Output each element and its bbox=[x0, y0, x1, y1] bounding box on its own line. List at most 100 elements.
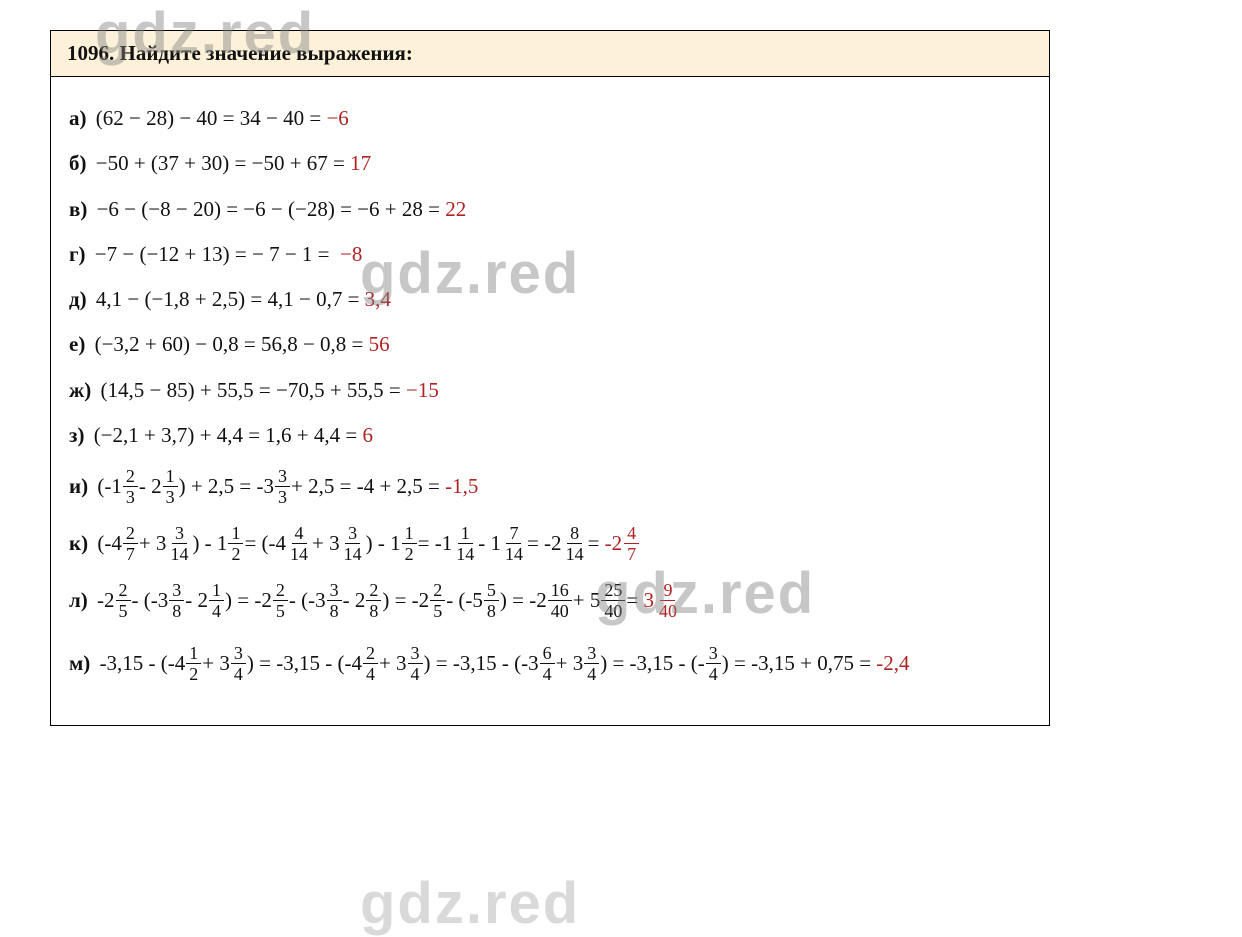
expr-part: = -1 bbox=[418, 530, 453, 557]
fraction: 58 bbox=[484, 581, 499, 620]
expr-part: + 2,5 = -4 + 2,5 = bbox=[291, 473, 445, 500]
fraction: 12 bbox=[402, 524, 417, 563]
answer: −8 bbox=[335, 241, 363, 268]
expr: −50 + (37 + 30) = −50 + 67 = bbox=[91, 150, 351, 177]
answer: -2 47 bbox=[605, 524, 641, 563]
line-v: в) −6 − (−8 − 20) = −6 − (−28) = −6 + 28… bbox=[69, 196, 1031, 223]
fraction: 814 bbox=[563, 524, 587, 563]
line-i: и) (-1 23 - 2 13 ) + 2,5 = -3 33 + 2,5 =… bbox=[69, 467, 1031, 506]
label: в) bbox=[69, 196, 87, 223]
fraction: 12 bbox=[228, 524, 243, 563]
fraction: 1640 bbox=[548, 581, 572, 620]
fraction: 28 bbox=[366, 581, 381, 620]
fraction: 2540 bbox=[601, 581, 625, 620]
expr-part: - (-3 bbox=[132, 587, 169, 614]
line-k: к) (-4 27 + 3 314 ) - 1 12 = (-4 414 + 3… bbox=[69, 524, 1031, 563]
line-e: е) (−3,2 + 60) − 0,8 = 56,8 − 0,8 = 56 bbox=[69, 331, 1031, 358]
expr: (−2,1 + 3,7) + 4,4 = 1,6 + 4,4 = bbox=[88, 422, 362, 449]
answer: 22 bbox=[445, 196, 466, 223]
fraction: 23 bbox=[123, 467, 138, 506]
expr-part: = bbox=[588, 530, 605, 557]
fraction: 714 bbox=[502, 524, 526, 563]
expr-part: + 3 bbox=[202, 638, 230, 688]
fraction: 34 bbox=[584, 644, 599, 683]
line-d: д) 4,1 − (−1,8 + 2,5) = 4,1 − 0,7 = 3,4 bbox=[69, 286, 1031, 313]
expr-part: + 3 bbox=[379, 638, 407, 688]
expr-part: = (-4 bbox=[244, 530, 286, 557]
expr-part: - 2 bbox=[139, 473, 162, 500]
expr-part: = -2 bbox=[527, 530, 562, 557]
answer: 17 bbox=[350, 150, 371, 177]
fraction: 34 bbox=[231, 644, 246, 683]
expr-part: (-1 bbox=[92, 473, 122, 500]
fraction: 24 bbox=[363, 644, 378, 683]
answer: −6 bbox=[326, 105, 348, 132]
label: а) bbox=[69, 105, 87, 132]
fraction: 25 bbox=[273, 581, 288, 620]
expr-part: ) = -3,15 - (- bbox=[600, 638, 705, 688]
expr-part: - 1 bbox=[478, 530, 501, 557]
answer: −15 bbox=[406, 377, 439, 404]
label: л) bbox=[69, 587, 88, 614]
fraction: 13 bbox=[163, 467, 178, 506]
answer: -2,4 bbox=[876, 638, 909, 688]
line-z: з) (−2,1 + 3,7) + 4,4 = 1,6 + 4,4 = 6 bbox=[69, 422, 1031, 449]
fraction: 33 bbox=[275, 467, 290, 506]
line-l: л) -2 25 - (-3 38 - 2 14 ) = -2 25 - (-3… bbox=[69, 581, 1031, 620]
expr: (−3,2 + 60) − 0,8 = 56,8 − 0,8 = bbox=[89, 331, 368, 358]
expr-part: ) - 1 bbox=[366, 530, 401, 557]
answer: 56 bbox=[369, 331, 390, 358]
line-a: а) (62 − 28) − 40 = 34 − 40 = −6 bbox=[69, 105, 1031, 132]
line-g: г) −7 − (−12 + 13) = − 7 − 1 = −8 bbox=[69, 241, 1031, 268]
label: м) bbox=[69, 638, 90, 688]
label: г) bbox=[69, 241, 86, 268]
fraction: 114 bbox=[453, 524, 477, 563]
expr-part: = bbox=[626, 587, 643, 614]
answer: 3 940 bbox=[643, 581, 681, 620]
problem-table: 1096. Найдите значение выражения: а) (62… bbox=[50, 30, 1050, 726]
expr-part: - 2 bbox=[185, 587, 208, 614]
fraction: 25 bbox=[116, 581, 131, 620]
expr-part: + 3 bbox=[139, 530, 167, 557]
expr-part: + 3 bbox=[556, 638, 584, 688]
fraction: 12 bbox=[186, 644, 201, 683]
expr-part: ) = -3,15 + 0,75 = bbox=[722, 638, 877, 688]
expr-part: ) = -2 bbox=[382, 587, 429, 614]
expr-part: - (-5 bbox=[446, 587, 483, 614]
fraction: 27 bbox=[123, 524, 138, 563]
fraction: 38 bbox=[169, 581, 184, 620]
answer: 6 bbox=[362, 422, 373, 449]
line-zh: ж) (14,5 − 85) + 55,5 = −70,5 + 55,5 = −… bbox=[69, 377, 1031, 404]
problem-header: 1096. Найдите значение выражения: bbox=[51, 31, 1049, 77]
label: з) bbox=[69, 422, 84, 449]
label: к) bbox=[69, 530, 88, 557]
expr: (62 − 28) − 40 = 34 − 40 = bbox=[91, 105, 327, 132]
expr-part: ) = -2 bbox=[225, 587, 272, 614]
expr-part: ) - 1 bbox=[192, 530, 227, 557]
fraction: 314 bbox=[341, 524, 365, 563]
expr: 4,1 − (−1,8 + 2,5) = 4,1 − 0,7 = bbox=[91, 286, 365, 313]
label: е) bbox=[69, 331, 85, 358]
answer: -1,5 bbox=[445, 473, 478, 500]
expr-part: - (-3 bbox=[289, 587, 326, 614]
fraction: 34 bbox=[408, 644, 423, 683]
expr-part: -3,15 - (-4 bbox=[94, 638, 185, 688]
problem-title: Найдите значение выражения: bbox=[114, 41, 413, 65]
expr-part: -2 bbox=[92, 587, 115, 614]
expr-part: + 3 bbox=[312, 530, 340, 557]
expr-part: - 2 bbox=[343, 587, 366, 614]
expr-part: (-4 bbox=[92, 530, 122, 557]
answer: 3,4 bbox=[365, 286, 391, 313]
expr-part: ) = -3,15 - (-4 bbox=[247, 638, 362, 688]
fraction: 14 bbox=[209, 581, 224, 620]
expr: −7 − (−12 + 13) = − 7 − 1 = bbox=[90, 241, 335, 268]
problem-number: 1096. bbox=[67, 41, 114, 65]
expr-part: ) = -3,15 - (-3 bbox=[424, 638, 539, 688]
expr-part: ) = -2 bbox=[500, 587, 547, 614]
problem-body: а) (62 − 28) − 40 = 34 − 40 = −6 б) −50 … bbox=[51, 77, 1049, 725]
label: б) bbox=[69, 150, 87, 177]
fraction: 414 bbox=[287, 524, 311, 563]
expr: −6 − (−8 − 20) = −6 − (−28) = −6 + 28 = bbox=[91, 196, 445, 223]
watermark: gdz.red bbox=[360, 870, 580, 937]
label: и) bbox=[69, 473, 88, 500]
